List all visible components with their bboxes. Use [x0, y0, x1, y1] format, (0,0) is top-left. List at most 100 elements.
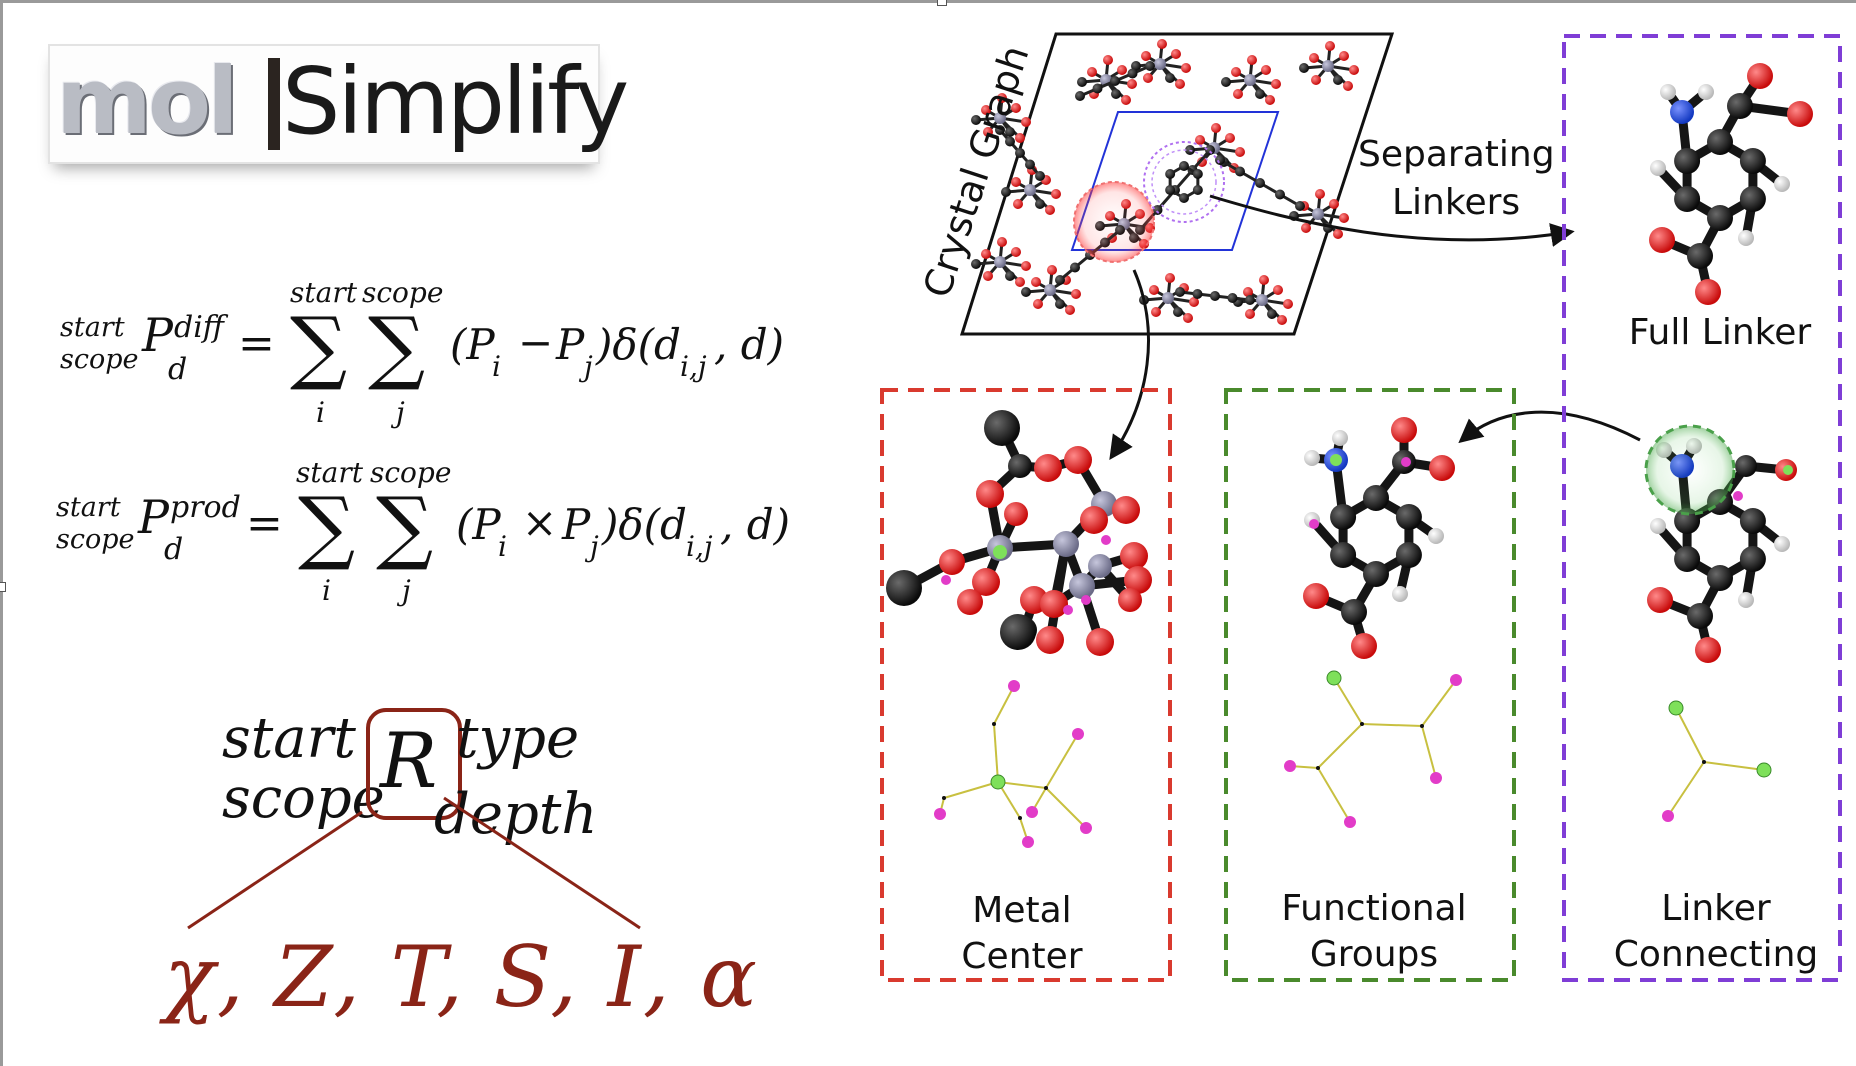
- lattice-atom: [1143, 73, 1153, 83]
- lattice-atom: [1299, 63, 1309, 73]
- rac-right-branch: [443, 796, 641, 930]
- atom-O: [1747, 63, 1773, 89]
- metal-atom-marker: [1101, 535, 1111, 545]
- lattice-atom: [1339, 213, 1349, 223]
- graph-edge: [1045, 787, 1087, 829]
- resize-handle-top[interactable]: [937, 0, 947, 6]
- atom-M: [1069, 573, 1095, 599]
- lattice-atom: [1149, 285, 1159, 295]
- lattice-atom: [1343, 81, 1353, 91]
- atom-H: [1738, 230, 1754, 246]
- arrow-to-functional-groups: [1458, 410, 1641, 444]
- atom-O: [1036, 626, 1064, 654]
- atom-H: [1698, 84, 1714, 100]
- lattice-atom: [994, 112, 1006, 124]
- eq1-rhs-j: j: [584, 350, 593, 383]
- lattice-atom: [1152, 205, 1163, 215]
- eq1-rhs-delta: )δ(d: [596, 320, 681, 369]
- eq2-prod-label: prod: [170, 490, 241, 525]
- lattice-atom: [1275, 189, 1285, 200]
- graph-edge: [1675, 707, 1705, 763]
- lattice-atom: [1035, 199, 1045, 209]
- functional-groups-molecule: [1303, 417, 1455, 659]
- eq1-rhs-i: i: [492, 350, 501, 383]
- functional-groups-label-line1: Functional: [1281, 888, 1466, 929]
- graph-node-small: [1702, 760, 1706, 764]
- eq1-start-label: start: [60, 312, 125, 343]
- eq1-sum1-top: start: [290, 276, 357, 309]
- graph-node-magenta: [1022, 836, 1034, 848]
- lattice-atom: [1205, 145, 1215, 155]
- lattice-atom: [1235, 147, 1245, 157]
- graph-node-small: [1316, 766, 1320, 770]
- lattice-atom: [1175, 79, 1185, 89]
- lattice-atom: [1011, 103, 1021, 113]
- atom-O: [972, 568, 1000, 596]
- eq1-sum1-symbol: ∑: [290, 300, 348, 393]
- atom-C: [1363, 561, 1389, 587]
- lattice-atom: [1283, 299, 1293, 309]
- lattice-atom: [1031, 277, 1041, 287]
- lattice-atom: [1165, 185, 1176, 195]
- metal-center-molecule: [886, 410, 1152, 656]
- lattice-atom: [1192, 289, 1203, 299]
- graph-edge: [1361, 723, 1423, 727]
- rac-depth-label: depth: [434, 782, 598, 847]
- eq1-d-subscript: d: [168, 352, 188, 387]
- resize-handle-left[interactable]: [0, 582, 6, 592]
- eq2-rhs-j: j: [590, 530, 599, 563]
- lattice-atom: [1255, 89, 1265, 99]
- lattice-atom: [1181, 63, 1191, 73]
- atom-O: [1080, 506, 1108, 534]
- lattice-atom: [1045, 205, 1055, 215]
- lattice-atom: [1197, 157, 1207, 167]
- lattice-atom: [1311, 75, 1321, 85]
- rac-left-branch: [187, 810, 363, 930]
- eq2-sum1-top: start: [296, 456, 363, 489]
- eq2-scope-label: scope: [56, 524, 135, 555]
- rac-type-label: type: [456, 706, 580, 771]
- atom-C: [1008, 454, 1032, 478]
- lattice-atom: [1075, 91, 1085, 101]
- graph-edge: [1667, 761, 1705, 817]
- atom-H: [1738, 592, 1754, 608]
- lattice-atom: [1171, 49, 1181, 59]
- graph-node-small: [1420, 724, 1424, 728]
- lattice-atom: [1165, 273, 1175, 283]
- atom-H: [1304, 450, 1320, 466]
- lattice-atom: [1111, 89, 1121, 99]
- lattice-atom: [1021, 287, 1031, 297]
- atom-O: [1695, 279, 1721, 305]
- logo-bar-glyph: [268, 58, 280, 150]
- lattice-atom: [1256, 294, 1268, 306]
- lattice-atom: [997, 93, 1007, 103]
- lattice-atom: [1315, 189, 1325, 199]
- atom-H: [1660, 84, 1676, 100]
- atom-C: [1707, 565, 1733, 591]
- eq2-equals: =: [246, 498, 283, 549]
- atom-O: [1004, 502, 1028, 526]
- atom-N: [1670, 100, 1694, 124]
- eq1-diff-label: diff: [174, 310, 225, 345]
- lattice-atom: [1025, 159, 1035, 170]
- lattice-atom: [1301, 223, 1311, 233]
- atom-H: [1774, 536, 1790, 552]
- functional-groups-box: [1224, 388, 1516, 982]
- lattice-atom: [1225, 133, 1235, 143]
- atom-M: [1088, 554, 1112, 578]
- lattice-atom: [1005, 136, 1015, 147]
- lattice-atom: [1309, 53, 1319, 63]
- graph-node-green: [990, 774, 1006, 790]
- lattice-atom: [1157, 39, 1167, 49]
- lattice-atom: [1312, 208, 1324, 220]
- graph-node-small: [1018, 816, 1022, 820]
- logo-mol-text: mol: [56, 48, 239, 155]
- graph-node-magenta: [1662, 810, 1674, 822]
- lattice-atom: [1033, 299, 1043, 309]
- atom-C: [1735, 455, 1757, 477]
- eq2-sum2-symbol: ∑: [376, 480, 434, 573]
- lattice-atom: [983, 271, 993, 281]
- lattice-atom: [1070, 262, 1080, 273]
- atom-O: [1064, 446, 1092, 474]
- separating-label-line2: Linkers: [1392, 182, 1520, 223]
